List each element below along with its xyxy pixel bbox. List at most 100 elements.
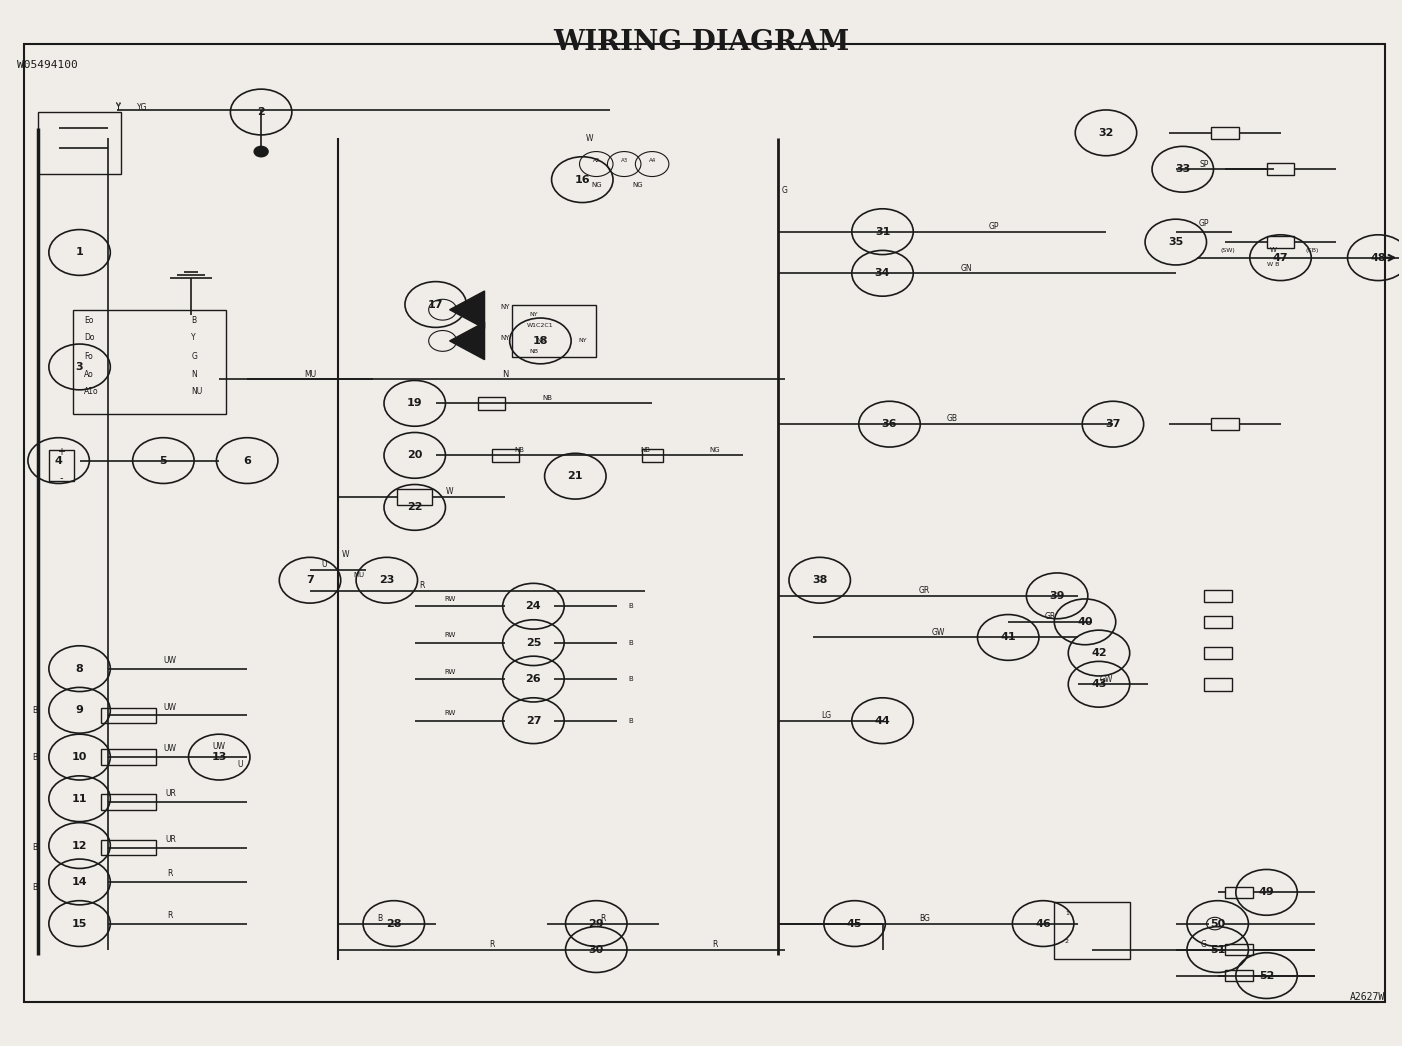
- Text: N: N: [502, 369, 509, 379]
- Text: WIRING DIAGRAM: WIRING DIAGRAM: [552, 29, 850, 55]
- Text: GP: GP: [1199, 219, 1209, 228]
- Text: MU: MU: [353, 572, 365, 578]
- Text: 46: 46: [1035, 918, 1052, 929]
- Text: NY: NY: [529, 313, 538, 317]
- Bar: [101, 749, 157, 765]
- Text: G: G: [782, 185, 788, 195]
- Text: NB: NB: [641, 448, 651, 453]
- Text: 35: 35: [1168, 237, 1183, 247]
- Text: 10: 10: [72, 752, 87, 763]
- Bar: [1225, 945, 1252, 955]
- Text: 43: 43: [1091, 679, 1106, 689]
- Text: 14: 14: [72, 877, 87, 887]
- Text: NG: NG: [709, 448, 721, 453]
- Text: W1C2C1: W1C2C1: [527, 323, 554, 327]
- Bar: [101, 840, 157, 856]
- Bar: [101, 794, 157, 810]
- Text: A3: A3: [621, 158, 628, 163]
- Text: W B: W B: [1267, 263, 1280, 268]
- Text: A2: A2: [593, 158, 600, 163]
- Bar: [1204, 646, 1231, 659]
- Text: GR: GR: [1044, 612, 1056, 621]
- Text: NU: NU: [191, 387, 202, 396]
- Text: YG: YG: [137, 104, 147, 112]
- Text: R: R: [168, 911, 172, 919]
- Text: 12: 12: [72, 841, 87, 850]
- Text: 49: 49: [1259, 887, 1274, 897]
- Bar: [1225, 887, 1252, 897]
- Text: Fo: Fo: [84, 353, 93, 361]
- Text: 3: 3: [76, 362, 83, 372]
- Text: NB: NB: [529, 348, 538, 354]
- Bar: [1266, 163, 1294, 176]
- Text: A1o: A1o: [84, 387, 98, 396]
- Text: 15: 15: [72, 918, 87, 929]
- Bar: [49, 450, 74, 481]
- Text: UW: UW: [213, 743, 226, 751]
- Text: W: W: [342, 550, 349, 559]
- Text: 1: 1: [76, 248, 84, 257]
- Text: 31: 31: [875, 227, 890, 236]
- Text: R: R: [489, 940, 495, 949]
- Text: GR: GR: [918, 586, 930, 595]
- Text: Y: Y: [115, 104, 119, 112]
- Text: 25: 25: [526, 638, 541, 647]
- Text: Eo: Eo: [84, 316, 93, 324]
- Text: 34: 34: [875, 268, 890, 278]
- Text: 41: 41: [1001, 633, 1016, 642]
- Bar: [492, 449, 520, 461]
- Text: W: W: [1270, 248, 1277, 253]
- Text: 51: 51: [1210, 945, 1225, 955]
- Text: U: U: [321, 560, 327, 569]
- Text: 47: 47: [1273, 253, 1288, 263]
- Text: NG: NG: [632, 182, 644, 188]
- Text: 26: 26: [526, 674, 541, 684]
- Text: 21: 21: [568, 471, 583, 481]
- Text: SP: SP: [1199, 160, 1209, 168]
- Text: Ao: Ao: [84, 369, 94, 379]
- Text: NB: NB: [536, 339, 545, 343]
- Text: GB: GB: [946, 414, 958, 424]
- Text: R: R: [168, 869, 172, 879]
- Bar: [38, 112, 122, 175]
- Text: 7: 7: [306, 575, 314, 585]
- Bar: [513, 304, 596, 357]
- Text: 42: 42: [1091, 649, 1106, 658]
- Text: LG: LG: [822, 711, 831, 720]
- Text: UR: UR: [165, 835, 175, 844]
- Text: B: B: [629, 640, 634, 645]
- Bar: [1225, 971, 1252, 981]
- Text: B: B: [377, 914, 383, 923]
- Text: GW: GW: [932, 628, 945, 637]
- Text: NB: NB: [515, 448, 524, 453]
- Text: GN: GN: [960, 264, 972, 273]
- Text: GW: GW: [1099, 675, 1113, 684]
- Text: Y: Y: [191, 334, 196, 342]
- Text: 22: 22: [407, 502, 422, 513]
- Text: UW: UW: [164, 703, 177, 711]
- Text: G: G: [191, 353, 198, 361]
- Text: B: B: [32, 843, 38, 852]
- Text: 30: 30: [589, 945, 604, 955]
- Text: NY: NY: [501, 335, 510, 341]
- Text: B: B: [191, 316, 196, 324]
- Text: B: B: [32, 883, 38, 891]
- Text: B: B: [629, 676, 634, 682]
- Bar: [1204, 616, 1231, 628]
- Text: GP: GP: [988, 222, 1000, 231]
- Text: (CB): (CB): [1305, 248, 1319, 253]
- Text: 11: 11: [72, 794, 87, 803]
- Text: NY: NY: [578, 339, 586, 343]
- Text: 23: 23: [379, 575, 394, 585]
- Polygon shape: [450, 291, 485, 328]
- Text: 1: 1: [1066, 911, 1068, 915]
- Text: 13: 13: [212, 752, 227, 763]
- Text: 38: 38: [812, 575, 827, 585]
- Text: R: R: [712, 940, 718, 949]
- Text: 27: 27: [526, 715, 541, 726]
- Text: R: R: [600, 914, 606, 923]
- Text: 4: 4: [55, 456, 63, 465]
- Text: G: G: [1200, 940, 1207, 949]
- Text: 6: 6: [243, 456, 251, 465]
- Text: RW: RW: [444, 668, 456, 675]
